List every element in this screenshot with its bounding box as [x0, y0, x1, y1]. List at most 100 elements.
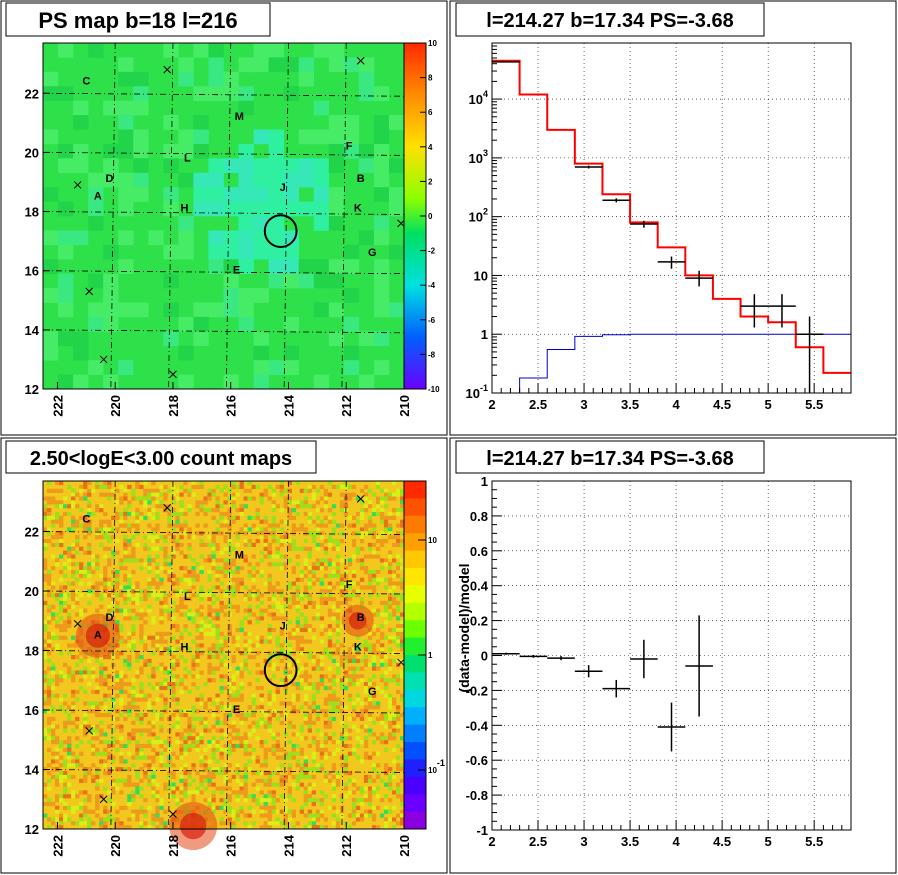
map-pixel [235, 813, 240, 818]
map-pixel [255, 508, 260, 513]
map-pixel [287, 643, 292, 648]
map-pixel [373, 158, 390, 174]
map-pixel [255, 562, 260, 567]
map-pixel [363, 662, 369, 667]
map-pixel [143, 500, 148, 505]
map-pixel [155, 736, 160, 741]
map-pixel [95, 678, 100, 683]
map-pixel [375, 666, 381, 671]
map-pixel [163, 244, 179, 260]
map-pixel [159, 492, 164, 497]
map-pixel [311, 635, 317, 640]
map-pixel [399, 809, 405, 814]
map-pixel [147, 562, 152, 567]
map-pixel [55, 531, 60, 536]
map-pixel [231, 697, 236, 702]
map-pixel [323, 566, 329, 571]
map-pixel [227, 786, 232, 791]
map-pixel [195, 786, 200, 791]
map-pixel [287, 542, 292, 548]
map-pixel [63, 786, 68, 791]
map-pixel [71, 678, 76, 683]
map-pixel [395, 813, 401, 818]
map-pixel [199, 716, 204, 722]
map-pixel [295, 778, 301, 783]
map-pixel [267, 821, 272, 826]
map-pixel [367, 515, 373, 520]
map-pixel [59, 740, 64, 745]
map-pixel [307, 515, 313, 520]
map-pixel [118, 100, 134, 116]
map-pixel [307, 600, 313, 606]
map-pixel [375, 774, 381, 780]
map-pixel [335, 666, 341, 671]
map-pixel [323, 589, 329, 594]
map-pixel [299, 805, 305, 810]
map-pixel [179, 484, 184, 490]
map-pixel [331, 782, 337, 787]
map-pixel [239, 662, 244, 667]
map-pixel [295, 593, 301, 598]
map-pixel [267, 678, 272, 683]
y-tick-label: 1 [481, 327, 488, 342]
map-pixel [47, 778, 52, 783]
lon-gridline [110, 42, 116, 390]
map-pixel [147, 535, 152, 540]
map-pixel [328, 158, 345, 174]
map-pixel [115, 604, 120, 609]
map-pixel [343, 674, 349, 679]
map-pixel [367, 685, 373, 691]
map-pixel [383, 794, 389, 799]
map-pixel [259, 519, 264, 524]
map-pixel [63, 674, 68, 679]
colorbar-step [404, 515, 426, 534]
map-pixel [395, 635, 401, 640]
map-pixel [379, 674, 385, 679]
map-pixel [327, 535, 333, 540]
map-pixel [223, 519, 228, 524]
colorbar-step [404, 707, 426, 726]
map-pixel [259, 771, 264, 776]
map-pixel [55, 488, 60, 493]
map-pixel [107, 655, 112, 660]
map-pixel [83, 732, 88, 737]
map-pixel [223, 569, 228, 575]
map-pixel [227, 689, 232, 694]
map-pixel [163, 782, 168, 787]
map-pixel [227, 682, 232, 687]
map-pixel [191, 573, 196, 578]
map-pixel [219, 790, 224, 795]
map-pixel [191, 724, 196, 729]
map-pixel [119, 608, 124, 613]
map-pixel [91, 809, 96, 814]
map-pixel [279, 682, 284, 687]
map-pixel [219, 805, 224, 810]
map-pixel [303, 627, 309, 633]
map-pixel [227, 600, 232, 606]
map-pixel [271, 527, 276, 532]
map-pixel [75, 643, 80, 648]
map-pixel [118, 172, 134, 188]
map-pixel [347, 597, 353, 602]
map-pixel [207, 624, 212, 629]
map-pixel [195, 484, 200, 490]
map-pixel [163, 43, 179, 58]
map-pixel [359, 798, 365, 803]
map-pixel [191, 593, 196, 598]
map-pixel [223, 187, 239, 202]
map-pixel [219, 608, 224, 613]
map-pixel [63, 747, 68, 752]
map-pixel [191, 620, 196, 625]
map-pixel [83, 481, 88, 486]
map-pixel [319, 674, 325, 679]
map-pixel [363, 809, 369, 814]
map-pixel [83, 774, 88, 780]
x-tick-label: 218 [166, 395, 181, 417]
map-pixel [71, 728, 76, 733]
map-pixel [383, 736, 389, 741]
map-pixel [328, 115, 345, 130]
map-pixel [83, 805, 88, 810]
map-pixel [339, 643, 345, 648]
map-pixel [375, 685, 381, 691]
map-pixel [359, 701, 365, 706]
